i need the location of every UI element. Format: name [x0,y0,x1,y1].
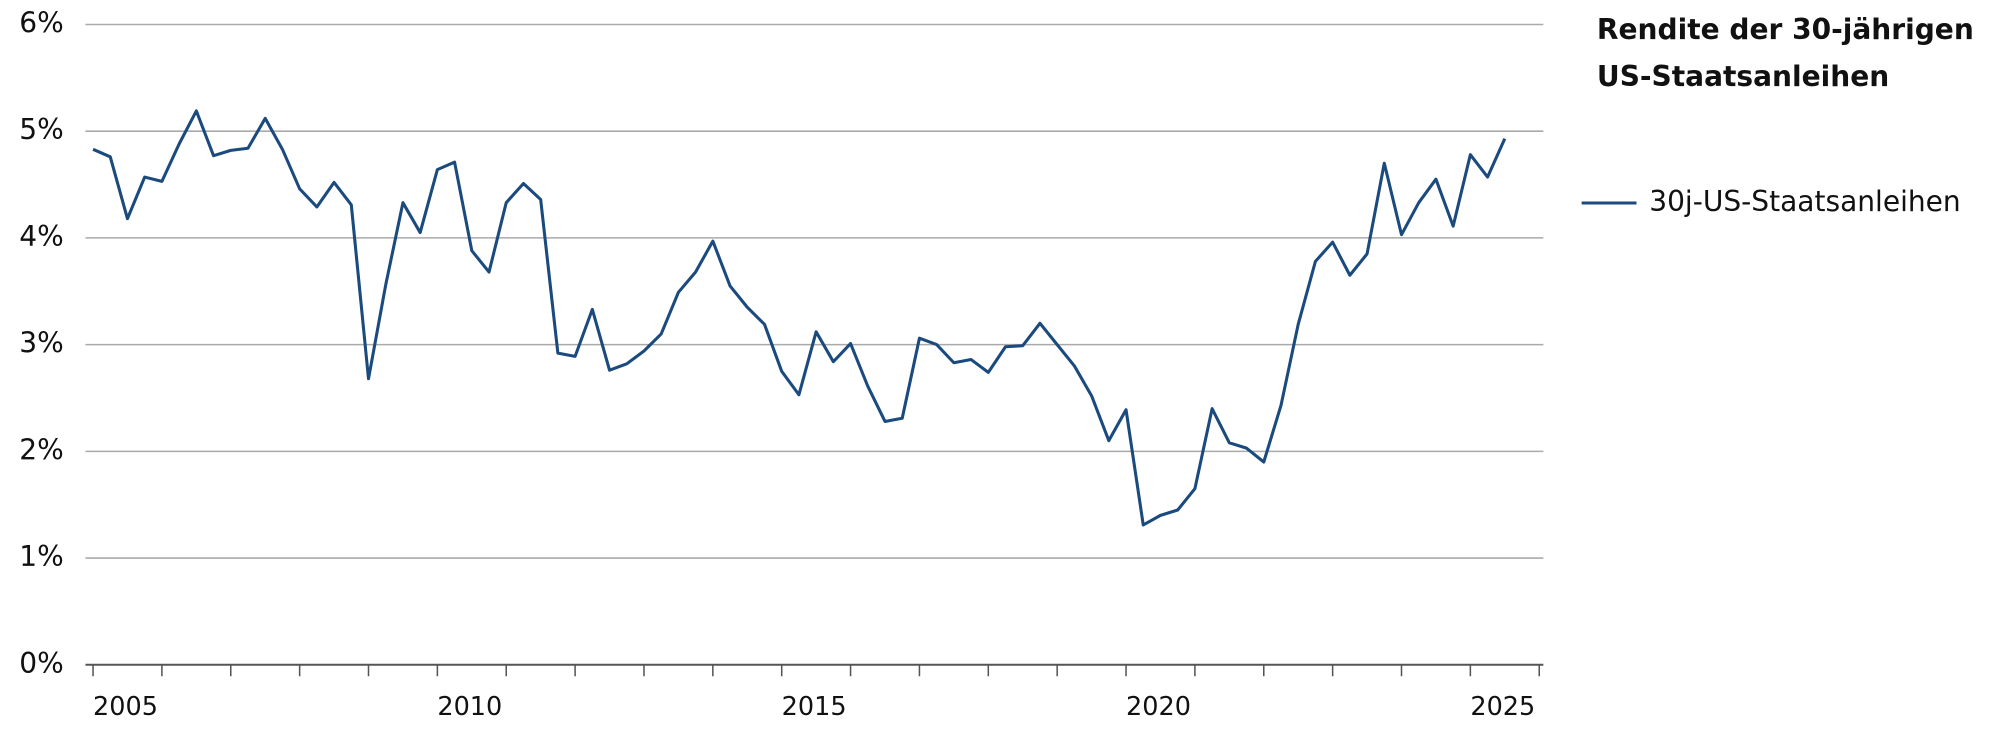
x-tick-label: 2015 [782,692,847,722]
legend-label: 30j-US-Staatsanleihen [1649,185,1960,218]
x-tick-label: 2020 [1126,692,1191,722]
x-tick-label: 2025 [1470,692,1535,722]
y-tick-label: 6% [19,6,64,39]
y-tick-label: 0% [19,647,64,680]
y-tick-label: 5% [19,113,64,146]
chart-title: Rendite der 30-jährigen [1597,13,1974,46]
y-tick-label: 3% [19,327,64,360]
y-tick-label: 2% [19,433,64,466]
y-tick-label: 1% [19,540,64,573]
chart-title: US-Staatsanleihen [1597,60,1889,93]
y-tick-label: 4% [19,220,64,253]
x-tick-label: 2010 [437,692,502,722]
data-line [92,109,1507,527]
x-tick-label: 2005 [93,692,158,722]
